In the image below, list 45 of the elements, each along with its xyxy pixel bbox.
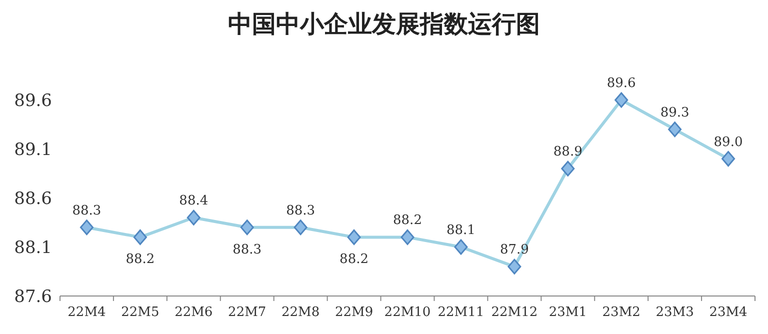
point [561, 160, 575, 176]
x-tick-label: 22M5 [121, 305, 160, 320]
text: 88.9 [553, 144, 582, 160]
text: 88.2 [126, 252, 155, 268]
chart-title: 中国中小企业发展指数运行图 [228, 11, 540, 38]
text: 88.3 [72, 203, 102, 218]
x-tick-label: 22M11 [438, 305, 484, 320]
x-tick-label: 22M9 [334, 305, 374, 320]
y-tick-label: 88.6 [14, 189, 52, 209]
point [400, 229, 414, 245]
text: 88.2 [393, 213, 422, 228]
point [80, 220, 94, 236]
text: 88.2 [340, 252, 369, 268]
text: 89.0 [714, 134, 743, 150]
x-tick-label: 22M7 [228, 305, 266, 320]
y-tick-label: 88.1 [14, 238, 52, 258]
point [133, 229, 147, 245]
x-tick-label: 22M4 [68, 305, 106, 320]
point [722, 151, 736, 167]
text: 88.3 [286, 203, 316, 218]
y-tick-label: 87.6 [14, 287, 52, 307]
point [240, 220, 254, 236]
x-tick-label: 22M8 [282, 305, 320, 320]
text: 88.1 [446, 223, 476, 238]
point [347, 229, 361, 245]
text: 88.4 [179, 194, 208, 209]
point [508, 258, 522, 274]
x-tick-label: 22M10 [384, 305, 431, 320]
point [454, 239, 468, 255]
x-tick-label: 23M3 [656, 305, 694, 320]
x-tick-label: 23M1 [548, 305, 587, 320]
point [294, 220, 308, 236]
y-tick-label: 89.6 [14, 91, 52, 111]
y-tick-label: 89.1 [14, 140, 52, 160]
point [186, 210, 200, 226]
x-tick-label: 23M4 [709, 305, 748, 320]
text: 87.9 [500, 242, 529, 258]
x-tick-label: 22M12 [491, 305, 538, 320]
text: 88.3 [232, 242, 262, 258]
text: 89.6 [606, 76, 636, 91]
x-tick-label: 23M2 [602, 305, 640, 320]
x-tick-label: 22M6 [174, 305, 213, 320]
point [614, 92, 628, 108]
point [668, 122, 682, 138]
text: 89.3 [660, 105, 690, 120]
